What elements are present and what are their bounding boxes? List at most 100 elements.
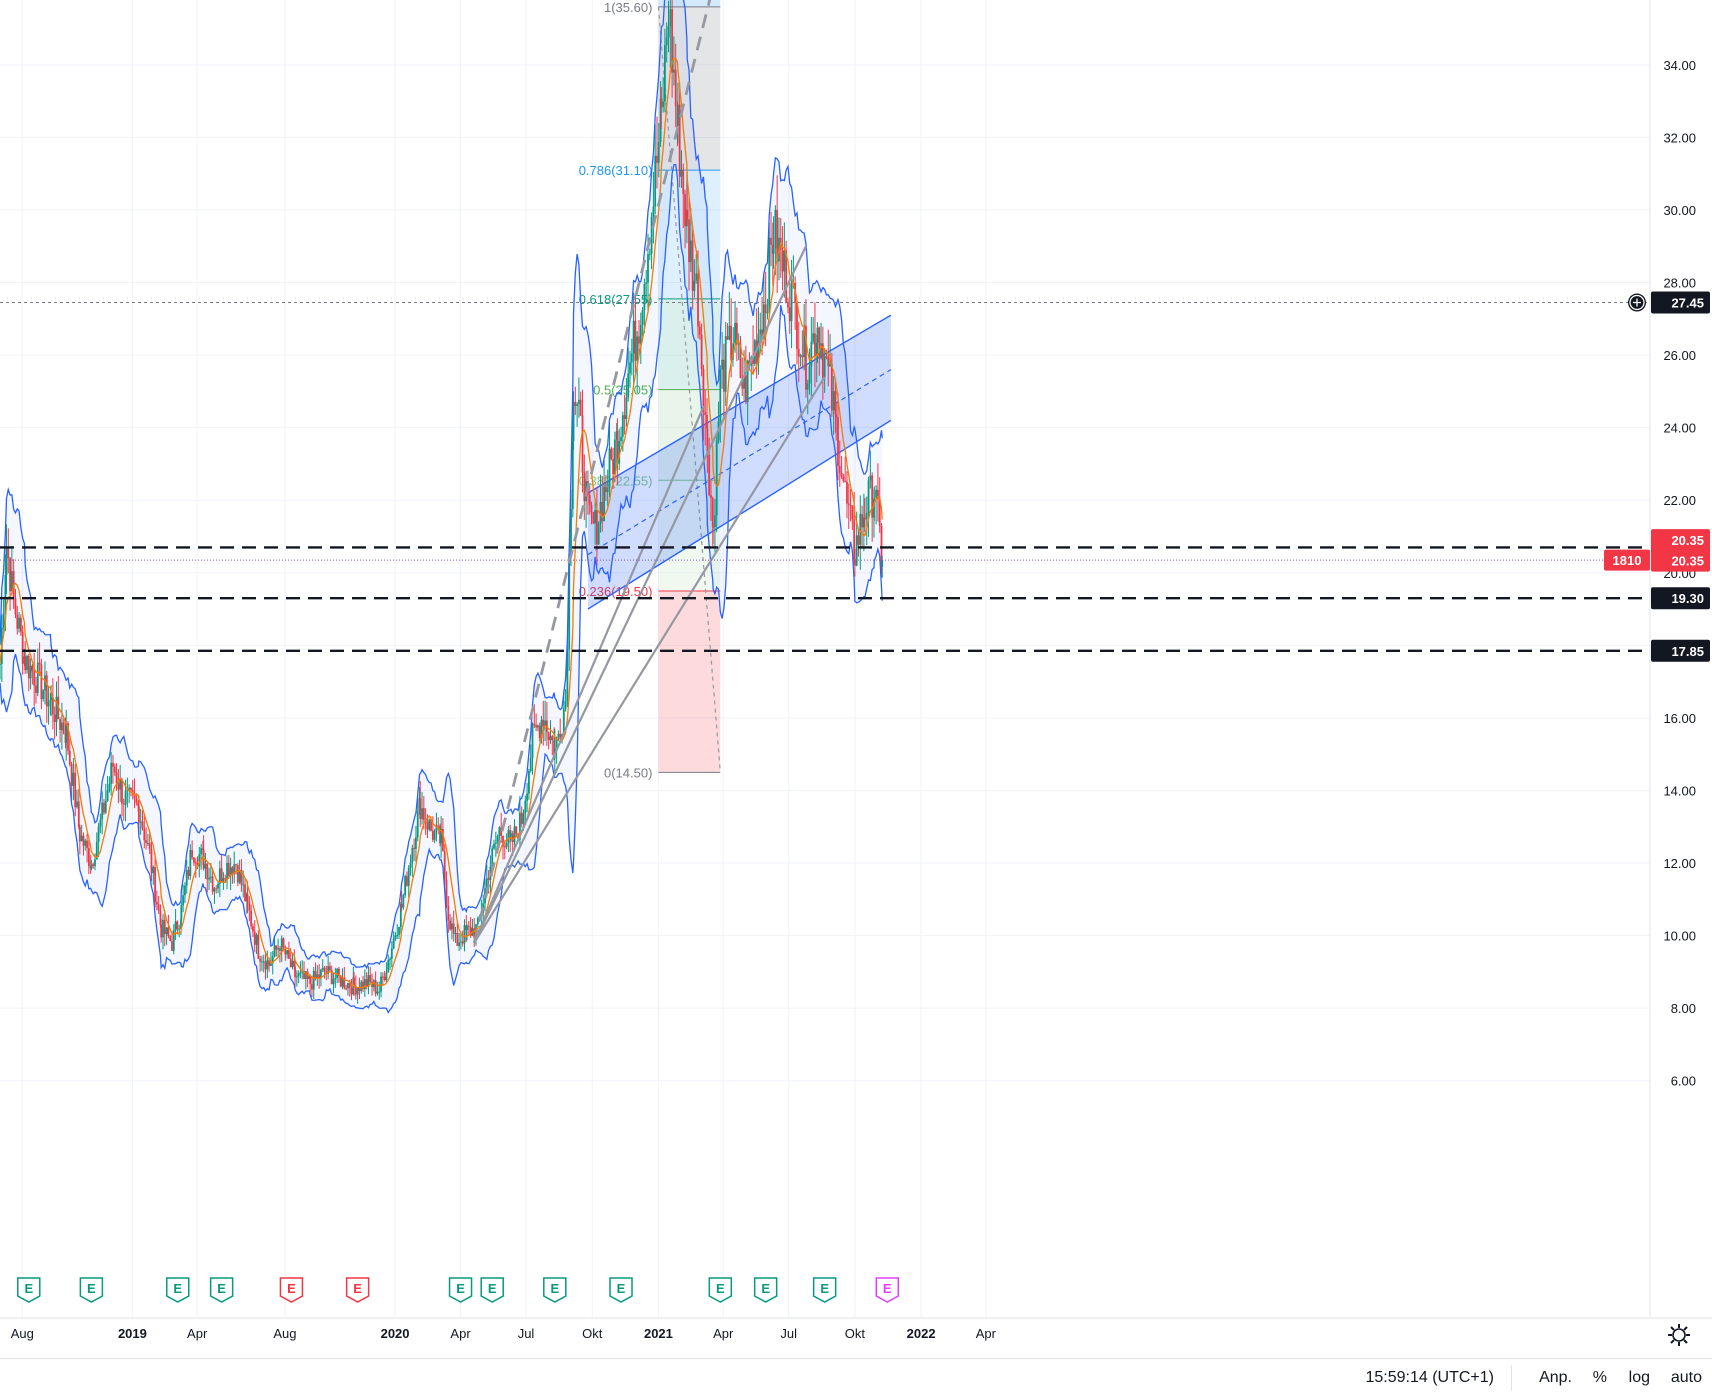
candle-body	[594, 510, 596, 523]
candle-body	[69, 751, 71, 764]
candle-body	[801, 355, 803, 357]
candle-body	[81, 836, 83, 842]
candle-body	[182, 895, 184, 905]
time-tick-label: Jul	[780, 1326, 797, 1341]
candle-body	[550, 736, 552, 740]
candle-body	[528, 771, 530, 794]
candle-body	[226, 863, 228, 880]
candle-body	[647, 254, 649, 282]
candle-body	[205, 864, 207, 869]
candle-body	[345, 988, 347, 989]
candle-body	[645, 283, 647, 284]
candle-body	[237, 865, 239, 882]
log-toggle[interactable]: log	[1629, 1369, 1650, 1387]
candle-body	[138, 806, 140, 822]
price-tick-label: 22.00	[1663, 493, 1696, 508]
earnings-marker-label: E	[883, 1281, 892, 1296]
candle-body	[701, 335, 703, 369]
candle-body	[176, 922, 178, 930]
candle-body	[535, 725, 537, 728]
time-tick-label: Apr	[713, 1326, 734, 1341]
candle-body	[460, 942, 462, 943]
candle-body	[783, 251, 785, 272]
candle-body	[98, 827, 100, 842]
candle-body	[164, 920, 166, 934]
candle-body	[881, 560, 883, 567]
candle-body	[334, 978, 336, 979]
settings-button[interactable]	[1664, 1320, 1694, 1350]
candle-body	[167, 927, 169, 936]
candle-body	[125, 791, 127, 805]
candle-body	[35, 686, 37, 693]
candle-body	[716, 440, 718, 515]
earnings-marker-label: E	[87, 1281, 96, 1296]
candle-body	[39, 663, 41, 665]
fib-level-label: 0.618(27.55)	[579, 292, 653, 307]
candle-body	[574, 402, 576, 406]
candle-body	[565, 701, 567, 708]
candle-body	[686, 210, 688, 220]
candle-body	[46, 675, 48, 706]
candle-body	[572, 441, 574, 509]
candle-body	[596, 510, 598, 544]
candle-body	[206, 864, 208, 880]
candle-body	[42, 690, 44, 699]
candle-body	[636, 336, 638, 360]
candle-body	[631, 354, 633, 363]
candle-body	[423, 808, 425, 820]
candle-body	[389, 959, 391, 960]
chart-area[interactable]: 1(35.60)0.786(31.10)0.618(27.55)0.5(25.0…	[0, 0, 1650, 1318]
fib-zone-0618	[658, 299, 720, 390]
price-chart[interactable]: 1(35.60)0.786(31.10)0.618(27.55)0.5(25.0…	[0, 0, 1712, 1358]
candle-body	[734, 323, 736, 344]
candle-body	[48, 702, 50, 707]
candle-body	[499, 827, 501, 836]
candle-body	[809, 367, 811, 384]
time-tick-label: Apr	[450, 1326, 471, 1341]
candle-body	[712, 498, 714, 527]
candle-body	[800, 355, 802, 356]
candle-body	[395, 935, 397, 938]
candle-body	[61, 723, 63, 730]
candle-body	[703, 369, 705, 412]
candle-body	[9, 558, 11, 591]
candle-body	[526, 794, 528, 801]
candle-body	[88, 848, 90, 866]
earnings-marker-label: E	[456, 1281, 465, 1296]
time-tick-label: Aug	[273, 1326, 296, 1341]
auto-toggle[interactable]: auto	[1671, 1369, 1702, 1387]
price-tick-label: 24.00	[1663, 421, 1696, 436]
percent-toggle[interactable]: %	[1593, 1369, 1607, 1387]
candle-body	[382, 977, 384, 978]
candle-body	[458, 943, 460, 946]
candle-body	[92, 864, 94, 866]
candle-body	[263, 961, 265, 962]
toolbar-divider	[1511, 1365, 1512, 1391]
candle-body	[212, 877, 214, 892]
candle-body	[607, 488, 609, 492]
candle-body	[406, 876, 408, 886]
adjust-toggle[interactable]: Anp.	[1539, 1369, 1572, 1387]
candle-body	[72, 773, 74, 786]
candle-body	[33, 671, 35, 685]
earnings-marker-label: E	[287, 1281, 296, 1296]
candle-body	[74, 773, 76, 807]
candle-body	[0, 664, 1, 665]
candle-body	[16, 615, 18, 629]
candle-body	[83, 836, 85, 846]
time-tick-label: Okt	[582, 1326, 603, 1341]
candle-body	[456, 933, 458, 946]
candle-body	[151, 849, 153, 873]
candle-body	[432, 831, 434, 840]
candle-body	[149, 843, 151, 850]
candle-body	[396, 935, 398, 936]
candle-body	[723, 360, 725, 392]
candle-body	[523, 814, 525, 824]
candle-body	[210, 877, 212, 878]
candle-body	[121, 779, 123, 803]
candle-body	[725, 336, 727, 391]
candle-body	[789, 307, 791, 321]
candle-body	[532, 724, 534, 758]
candle-body	[107, 791, 109, 801]
candle-body	[283, 938, 285, 947]
